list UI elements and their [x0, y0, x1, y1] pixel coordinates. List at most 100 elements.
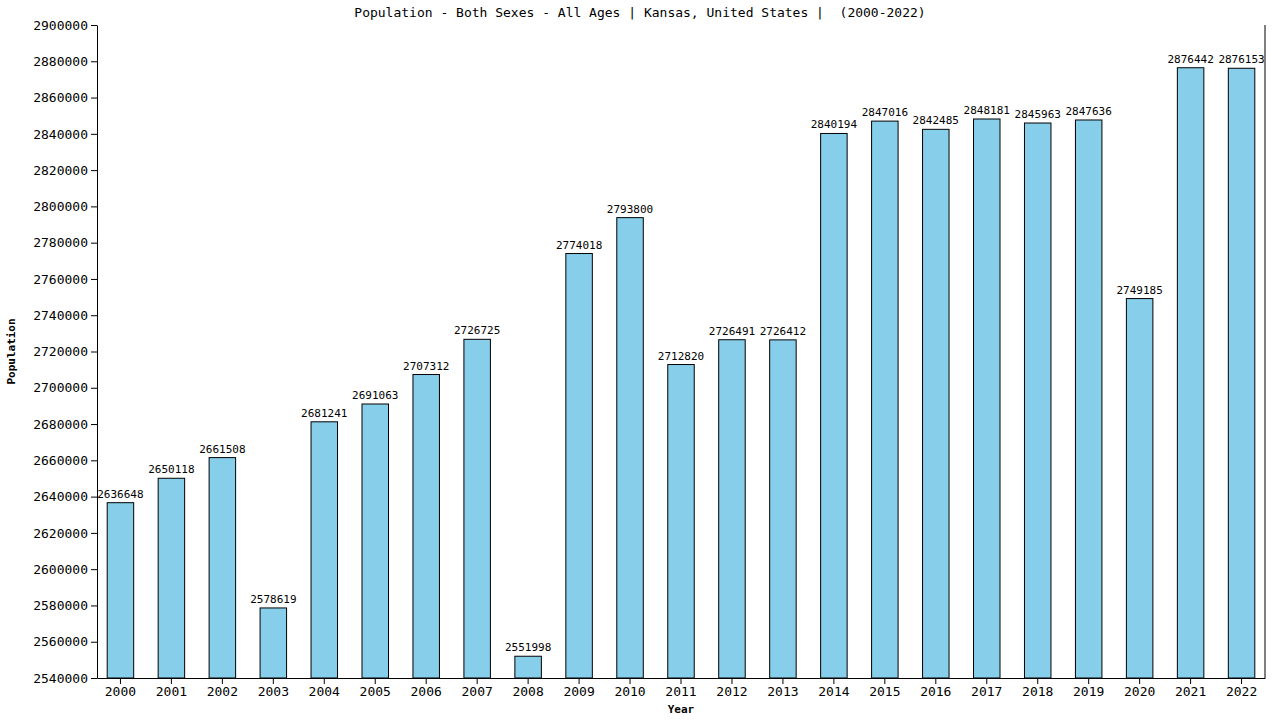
bar [1126, 299, 1152, 678]
bar [107, 503, 133, 678]
bar [668, 365, 694, 678]
x-tick: 2006 [411, 678, 442, 699]
x-tick-label: 2001 [156, 684, 187, 699]
x-tick: 2008 [512, 678, 543, 699]
bar [566, 254, 592, 678]
y-tick: 2780000 [33, 235, 97, 250]
x-tick-mark [833, 678, 834, 684]
x-tick-label: 2005 [360, 684, 391, 699]
y-tick-mark [91, 460, 97, 461]
bar [1075, 120, 1101, 678]
bar [311, 422, 337, 678]
data-label: 2636648 [97, 488, 143, 501]
y-tick: 2660000 [33, 453, 97, 468]
data-label: 2726725 [454, 324, 500, 337]
x-tick-label: 2016 [920, 684, 951, 699]
x-tick: 2009 [563, 678, 594, 699]
y-tick-mark [91, 206, 97, 207]
frame [1265, 25, 1266, 678]
x-tick-mark [630, 678, 631, 684]
x-tick-label: 2003 [258, 684, 289, 699]
y-tick: 2600000 [33, 562, 97, 577]
x-tick: 2018 [1022, 678, 1053, 699]
y-axis-line [97, 26, 98, 679]
data-label: 2578619 [250, 593, 296, 606]
x-tick: 2000 [105, 678, 136, 699]
x-tick-mark [1190, 678, 1191, 684]
x-tick-label: 2013 [767, 684, 798, 699]
y-tick-mark [91, 642, 97, 643]
data-label: 2876442 [1167, 53, 1213, 66]
data-label: 2707312 [403, 360, 449, 373]
x-tick-label: 2004 [309, 684, 340, 699]
y-tick-label: 2860000 [33, 90, 88, 105]
x-tick: 2007 [462, 678, 493, 699]
x-tick-mark [120, 678, 121, 684]
bar [1177, 68, 1203, 678]
bars [107, 68, 1255, 678]
x-tick: 2012 [716, 678, 747, 699]
x-tick: 2013 [767, 678, 798, 699]
x-axis: 2000 2001 2002 2003 2004 2005 2006 2007 2008 2009… [98, 678, 1266, 699]
x-tick: 2003 [258, 678, 289, 699]
x-tick-mark [477, 678, 478, 684]
y-tick-mark [91, 279, 97, 280]
y-tick: 2840000 [33, 126, 97, 141]
y-tick: 2700000 [33, 380, 97, 395]
x-tick-label: 2018 [1022, 684, 1053, 699]
x-tick-label: 2021 [1175, 684, 1206, 699]
bar [1024, 123, 1050, 678]
data-label: 2661508 [199, 443, 245, 456]
x-tick-mark [782, 678, 783, 684]
x-tick-mark [986, 678, 987, 684]
y-tick: 2800000 [33, 199, 97, 214]
x-tick-label: 2022 [1226, 684, 1257, 699]
x-tick: 2004 [309, 678, 340, 699]
bar [362, 404, 388, 678]
y-axis: 2540000256000025800002600000262000026400… [33, 18, 97, 686]
y-tick-mark [91, 569, 97, 570]
x-tick-mark [935, 678, 936, 684]
y-tick: 2880000 [33, 54, 97, 69]
x-tick-label: 2008 [512, 684, 543, 699]
bar [821, 133, 847, 678]
x-tick-label: 2009 [563, 684, 594, 699]
x-tick-label: 2002 [207, 684, 238, 699]
x-axis-title: Year [668, 703, 695, 716]
x-tick: 2002 [207, 678, 238, 699]
y-tick-mark [91, 315, 97, 316]
y-tick: 2640000 [33, 489, 97, 504]
data-label: 2749185 [1116, 284, 1162, 297]
y-tick-label: 2640000 [33, 489, 88, 504]
y-tick-label: 2780000 [33, 235, 88, 250]
x-tick-label: 2020 [1124, 684, 1155, 699]
y-tick-mark [91, 388, 97, 389]
x-tick-mark [1037, 678, 1038, 684]
x-tick-mark [1088, 678, 1089, 684]
y-tick-mark [91, 243, 97, 244]
x-tick-label: 2010 [614, 684, 645, 699]
y-tick-mark [91, 134, 97, 135]
x-tick: 2017 [971, 678, 1002, 699]
data-label: 2842485 [913, 114, 959, 127]
data-label: 2845963 [1015, 108, 1061, 121]
y-tick-label: 2800000 [33, 199, 88, 214]
x-tick-label: 2012 [716, 684, 747, 699]
data-label: 2726412 [760, 325, 806, 338]
x-tick: 2011 [665, 678, 696, 699]
x-tick: 2022 [1226, 678, 1257, 699]
data-label: 2793800 [607, 203, 653, 216]
bar [209, 458, 235, 678]
y-tick-mark [91, 497, 97, 498]
y-tick-mark [91, 61, 97, 62]
y-tick-label: 2900000 [33, 18, 88, 33]
y-tick: 2760000 [33, 272, 97, 287]
x-tick: 2001 [156, 678, 187, 699]
bar [923, 129, 949, 678]
y-tick-mark [91, 424, 97, 425]
x-tick-mark [426, 678, 427, 684]
x-tick: 2010 [614, 678, 645, 699]
data-label: 2774018 [556, 239, 602, 252]
y-tick-mark [91, 25, 97, 26]
x-tick-label: 2014 [818, 684, 849, 699]
